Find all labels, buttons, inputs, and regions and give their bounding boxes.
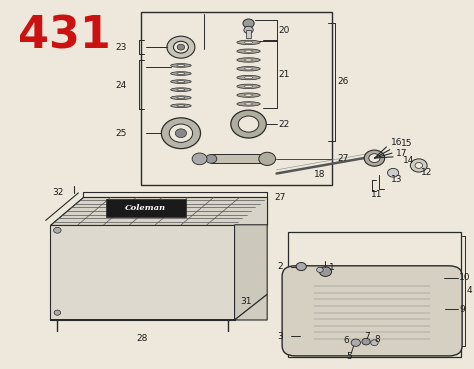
- Text: 21: 21: [279, 70, 290, 79]
- Polygon shape: [50, 294, 267, 320]
- Ellipse shape: [237, 75, 260, 80]
- Circle shape: [415, 162, 422, 168]
- Circle shape: [296, 262, 306, 270]
- Text: 27: 27: [274, 193, 285, 202]
- Ellipse shape: [237, 40, 260, 45]
- Ellipse shape: [171, 96, 191, 100]
- Text: 23: 23: [115, 43, 127, 52]
- Circle shape: [388, 168, 399, 177]
- Text: 8: 8: [374, 335, 380, 344]
- Circle shape: [206, 155, 217, 163]
- Bar: [288, 232, 461, 356]
- Circle shape: [54, 227, 61, 233]
- Bar: [141, 13, 332, 184]
- Circle shape: [169, 124, 192, 142]
- Polygon shape: [50, 197, 267, 225]
- Ellipse shape: [171, 72, 191, 75]
- Ellipse shape: [245, 50, 253, 52]
- Text: 1: 1: [329, 263, 335, 272]
- Ellipse shape: [171, 63, 191, 67]
- Bar: [211, 154, 267, 163]
- Polygon shape: [50, 225, 235, 320]
- Text: 18: 18: [314, 170, 325, 179]
- Ellipse shape: [245, 85, 253, 87]
- Circle shape: [175, 129, 187, 138]
- Circle shape: [192, 153, 207, 165]
- Text: 26: 26: [337, 77, 348, 86]
- Circle shape: [244, 26, 253, 34]
- Text: 2: 2: [277, 262, 283, 271]
- Text: Coleman: Coleman: [126, 204, 166, 212]
- Ellipse shape: [177, 89, 185, 90]
- Text: 4: 4: [467, 286, 473, 295]
- Circle shape: [161, 118, 201, 149]
- Circle shape: [371, 340, 378, 346]
- FancyBboxPatch shape: [282, 266, 462, 356]
- Text: 11: 11: [371, 190, 383, 199]
- Text: 10: 10: [459, 273, 471, 282]
- Text: 9: 9: [459, 304, 465, 314]
- Ellipse shape: [237, 93, 260, 97]
- Text: 27: 27: [337, 154, 348, 163]
- Ellipse shape: [177, 97, 185, 99]
- Circle shape: [243, 19, 254, 28]
- Polygon shape: [50, 197, 267, 225]
- Ellipse shape: [245, 68, 253, 70]
- Text: 3: 3: [277, 332, 283, 341]
- Circle shape: [319, 267, 331, 276]
- Ellipse shape: [237, 66, 260, 71]
- Ellipse shape: [245, 103, 253, 105]
- Text: 20: 20: [279, 26, 290, 35]
- Text: 22: 22: [279, 120, 290, 128]
- Ellipse shape: [237, 49, 260, 54]
- Circle shape: [231, 110, 266, 138]
- Circle shape: [351, 339, 360, 346]
- Ellipse shape: [177, 73, 185, 75]
- Ellipse shape: [237, 84, 260, 89]
- Text: 5: 5: [346, 352, 352, 361]
- Ellipse shape: [245, 94, 253, 96]
- Ellipse shape: [177, 65, 185, 66]
- Circle shape: [173, 41, 188, 53]
- Circle shape: [364, 150, 385, 166]
- Ellipse shape: [245, 59, 253, 61]
- Text: 17: 17: [396, 149, 407, 158]
- Circle shape: [167, 36, 195, 58]
- Circle shape: [410, 159, 427, 172]
- Text: 6: 6: [343, 337, 349, 345]
- Ellipse shape: [245, 41, 253, 44]
- Circle shape: [54, 310, 61, 315]
- Circle shape: [259, 152, 275, 165]
- Ellipse shape: [237, 102, 260, 106]
- Text: 31: 31: [240, 297, 252, 306]
- Text: 16: 16: [391, 138, 402, 147]
- Circle shape: [369, 154, 380, 162]
- Ellipse shape: [171, 88, 191, 92]
- Text: 7: 7: [364, 332, 370, 341]
- Ellipse shape: [177, 81, 185, 83]
- Ellipse shape: [245, 76, 253, 79]
- Text: 431: 431: [18, 14, 110, 57]
- Circle shape: [317, 267, 323, 272]
- Text: 32: 32: [53, 189, 64, 197]
- Ellipse shape: [237, 58, 260, 62]
- Circle shape: [362, 338, 370, 345]
- Circle shape: [177, 44, 185, 50]
- Text: 24: 24: [115, 81, 127, 90]
- Bar: [246, 30, 251, 38]
- Bar: [106, 199, 186, 217]
- Text: 12: 12: [421, 168, 432, 177]
- Ellipse shape: [177, 105, 185, 107]
- Text: 14: 14: [403, 156, 415, 165]
- Text: 15: 15: [401, 139, 413, 148]
- Text: 28: 28: [137, 334, 148, 343]
- Circle shape: [238, 116, 259, 132]
- Text: 25: 25: [115, 129, 127, 138]
- Ellipse shape: [171, 104, 191, 108]
- Polygon shape: [235, 225, 267, 320]
- Text: 13: 13: [391, 175, 402, 184]
- Ellipse shape: [171, 80, 191, 83]
